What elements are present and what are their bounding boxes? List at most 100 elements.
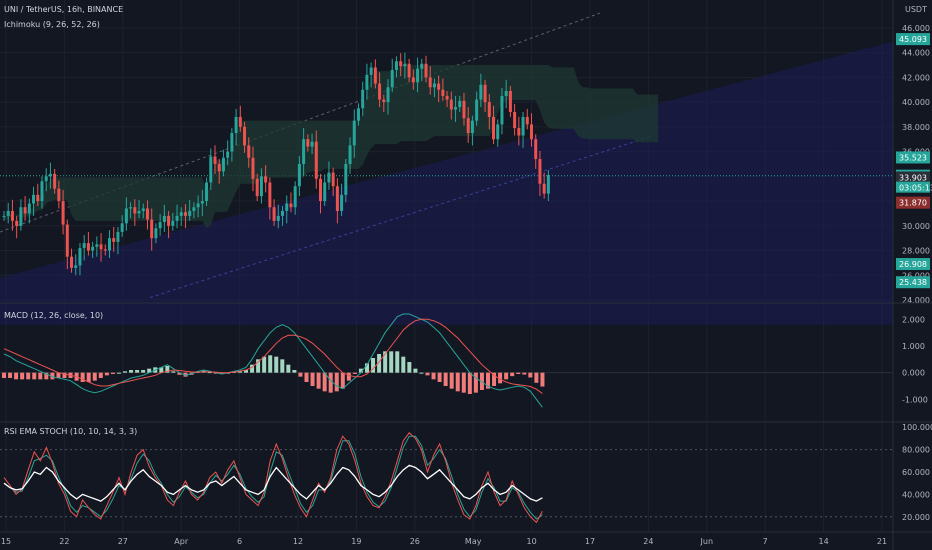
macd-histogram-bar (383, 351, 388, 373)
macd-histogram-bar (62, 372, 67, 378)
time-tick: Apr (174, 537, 189, 546)
ichimoku-cloud (4, 65, 659, 229)
candle-body (306, 139, 310, 147)
candle-body (496, 124, 500, 140)
price-tick: 26.000 (902, 271, 930, 280)
candle-body (116, 231, 120, 242)
macd-histogram-bar (50, 372, 55, 380)
macd-histogram-bar (377, 354, 382, 373)
rsi-line (3, 464, 543, 502)
macd-histogram-bar (298, 372, 303, 377)
candle-body (335, 186, 339, 211)
candle-body (361, 89, 365, 109)
price-axis[interactable]: 46.00044.00042.00040.00038.00036.00032.0… (896, 24, 932, 522)
macd-histogram-bar (479, 372, 484, 390)
time-tick: 15 (1, 537, 11, 546)
candle-body (314, 141, 318, 179)
candle-body (133, 207, 137, 214)
candle-body (492, 116, 496, 140)
macd-histogram-bar (244, 370, 248, 373)
candle-body (15, 220, 19, 226)
candle-body (27, 203, 31, 214)
macd-histogram-bar (286, 364, 291, 373)
candle-body (466, 118, 470, 134)
candle-body (205, 182, 209, 202)
candle-body (86, 243, 90, 251)
macd-pane (0, 313, 893, 408)
macd-histogram-bar (177, 372, 182, 375)
macd-histogram-bar (2, 372, 6, 378)
macd-histogram-bar (516, 372, 521, 374)
candle-body (230, 133, 234, 152)
rsi-tick: 80.000 (902, 446, 930, 455)
time-tick: 10 (527, 537, 537, 546)
symbol-title[interactable]: UNI / TetherUS, 16h, BINANCE (4, 5, 123, 14)
macd-histogram-bar (443, 372, 448, 386)
candle-body (188, 210, 192, 216)
candle-body (162, 215, 166, 223)
candle-body (508, 90, 512, 112)
price-label-box (896, 151, 930, 164)
price-label-box (896, 258, 930, 271)
rsi-tick: 60.000 (902, 468, 930, 477)
candle-body (302, 139, 306, 164)
macd-histogram-bar (371, 358, 376, 373)
candle-body (437, 83, 441, 90)
price-tick: 30.000 (902, 222, 930, 231)
candle-body (276, 215, 280, 221)
macd-histogram-bar (159, 367, 164, 373)
macd-histogram-bar (183, 372, 188, 377)
candle-body (158, 222, 162, 229)
macd-histogram-bar (141, 370, 146, 373)
candle-body (48, 173, 52, 177)
candle-body (183, 212, 187, 216)
candle-body (403, 63, 407, 67)
time-axis[interactable]: 152227Apr6121926May101724Jun7142126 (1, 537, 932, 546)
candle-body (327, 172, 331, 183)
candle-body (331, 172, 335, 187)
candle-body (394, 61, 398, 70)
rsi-pane (0, 432, 893, 524)
macd-histogram-bar (431, 372, 436, 380)
candle-body (103, 249, 107, 251)
macd-histogram-bar (304, 372, 309, 382)
time-tick: 7 (763, 537, 768, 546)
macd-histogram-bar (492, 372, 497, 386)
macd-histogram-bar (262, 356, 267, 373)
price-tick: 28.000 (902, 247, 930, 256)
macd-title[interactable]: MACD (12, 26, close, 10) (4, 311, 103, 320)
time-tick: 6 (237, 537, 242, 546)
rsi-title[interactable]: RSI EMA STOCH (10, 10, 14, 3, 3) (4, 427, 137, 436)
stoch-k-line (3, 432, 543, 524)
candle-body (268, 182, 272, 208)
macd-histogram-bar (26, 372, 31, 380)
price-label: 25.438 (899, 278, 927, 287)
candle-body (399, 61, 403, 67)
candle-body (411, 77, 415, 83)
candle-body (196, 203, 200, 208)
macd-tick: -1.000 (902, 395, 928, 404)
candle-body (99, 244, 103, 250)
macd-histogram-bar (498, 372, 503, 384)
candle-body (150, 219, 154, 239)
candle-body (251, 157, 255, 179)
ichimoku-title[interactable]: Ichimoku (9, 26, 52, 26) (4, 20, 100, 29)
macd-histogram-bar (365, 363, 369, 373)
candle-body (378, 83, 382, 100)
price-label: 33.903 (899, 174, 927, 183)
price-label: 45.093 (899, 35, 927, 44)
candle-body (95, 244, 99, 247)
macd-histogram-bar (437, 372, 442, 382)
candle-body (217, 163, 221, 172)
candle-body (44, 176, 48, 182)
macd-histogram-bar (455, 372, 460, 392)
macd-histogram-bar (256, 359, 261, 373)
candle-body (310, 141, 314, 147)
macd-line (3, 313, 543, 408)
candle-body (120, 223, 124, 232)
candle-body (19, 207, 23, 226)
macd-histogram-bar (540, 372, 545, 387)
macd-histogram-bar (56, 372, 61, 378)
